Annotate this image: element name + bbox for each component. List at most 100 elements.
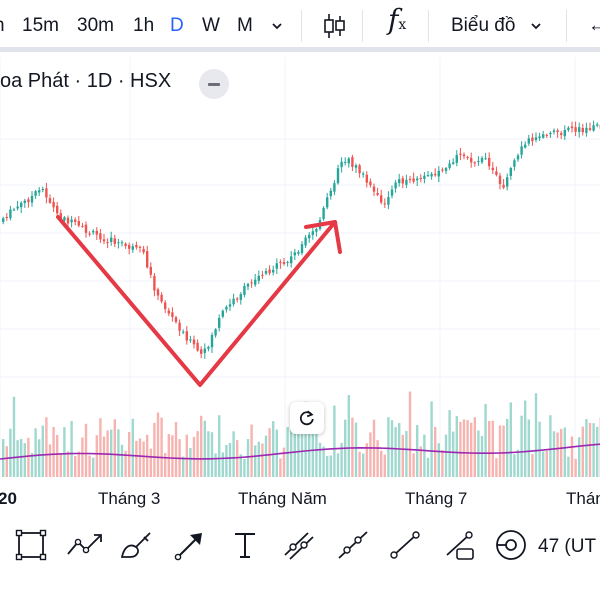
- volume-bar: [560, 428, 563, 477]
- interval-dropdown-chevron-icon[interactable]: [270, 16, 284, 40]
- volume-bar: [261, 443, 264, 477]
- volume-bar: [488, 421, 491, 477]
- info-line-tool-icon[interactable]: [440, 526, 478, 564]
- visibility-tool-icon[interactable]: [492, 526, 530, 564]
- path-tool-icon[interactable]: [66, 526, 104, 564]
- volume-bar: [416, 424, 419, 477]
- candle-body: [570, 126, 574, 129]
- trend-line-tool-icon[interactable]: [386, 526, 424, 564]
- brush-tool-icon[interactable]: [118, 526, 156, 564]
- candle-body: [250, 282, 253, 284]
- candle-body: [99, 233, 102, 240]
- timezone-label[interactable]: 47 (UT: [538, 536, 597, 557]
- candle-body: [153, 275, 156, 291]
- volume-bar: [581, 426, 584, 477]
- volume-bar: [27, 437, 30, 477]
- back-arrow-icon[interactable]: ←: [588, 15, 600, 36]
- candle-body: [2, 218, 5, 222]
- volume-bar: [95, 435, 98, 477]
- chevron-down-icon[interactable]: [529, 16, 543, 40]
- candle-body: [142, 248, 145, 253]
- volume-bar: [596, 426, 599, 477]
- x-axis-label: 20: [0, 489, 17, 508]
- candle-body: [254, 279, 257, 285]
- candle-body: [423, 175, 426, 179]
- candle-body: [585, 127, 588, 133]
- text-tool-icon[interactable]: [226, 526, 264, 564]
- candle-body: [347, 158, 350, 164]
- candle-body: [293, 252, 296, 256]
- arrow-tool-icon[interactable]: [172, 526, 210, 564]
- volume-bar: [171, 435, 174, 477]
- volume-bar: [189, 448, 192, 477]
- candle-body: [369, 181, 372, 186]
- volume-bar: [588, 422, 592, 477]
- volume-bar: [574, 458, 577, 477]
- candle-body: [232, 298, 235, 305]
- candle-body: [455, 154, 458, 163]
- interval-30m[interactable]: 30m: [77, 15, 114, 36]
- candle-body: [311, 231, 314, 235]
- candle-body: [268, 269, 271, 274]
- candle-body: [545, 134, 548, 136]
- volume-bar: [120, 444, 124, 477]
- volume-bar: [88, 455, 91, 477]
- candle-body: [408, 178, 412, 180]
- volume-bar: [246, 439, 250, 477]
- indicators-fx-icon[interactable]: fx: [388, 6, 406, 37]
- candle-body: [77, 221, 80, 226]
- volume-bar: [92, 457, 95, 477]
- candles-chart-type-icon[interactable]: [321, 12, 347, 47]
- volume-bar: [218, 415, 221, 477]
- bottom-strip: [0, 573, 600, 600]
- parallel-channel-tool-icon[interactable]: [280, 526, 318, 564]
- volume-ma-line: [0, 443, 600, 460]
- interval-week[interactable]: W: [202, 15, 220, 36]
- volume-bar: [502, 425, 505, 477]
- reset-chart-button[interactable]: [290, 402, 324, 434]
- volume-bar: [347, 395, 350, 477]
- candle-body: [16, 206, 19, 209]
- volume-bar: [207, 431, 210, 477]
- candle-body: [351, 157, 354, 167]
- candle-body: [70, 219, 73, 223]
- candle-body: [588, 128, 592, 130]
- interval-1h[interactable]: 1h: [133, 15, 155, 36]
- volume-bar: [552, 431, 556, 477]
- volume-bar: [138, 438, 142, 477]
- volume-bar: [365, 443, 368, 477]
- chart-pane[interactable]: [0, 57, 600, 512]
- candle-body: [189, 339, 192, 341]
- volume-bar: [243, 458, 246, 477]
- candle-body: [56, 205, 59, 214]
- volume-bar: [113, 419, 116, 477]
- candle-body: [329, 190, 332, 197]
- candle-body: [117, 242, 120, 244]
- volume-bar: [257, 441, 260, 477]
- ray-tool-icon[interactable]: [334, 526, 372, 564]
- volume-bar: [405, 430, 408, 477]
- candle-body: [383, 203, 386, 205]
- interval-day[interactable]: D: [170, 15, 184, 36]
- interval-month[interactable]: M: [237, 15, 253, 36]
- candle-body: [538, 136, 541, 139]
- candle-body: [257, 275, 260, 281]
- collapse-legend-button[interactable]: [199, 69, 229, 99]
- volume-bar: [41, 425, 44, 477]
- volume-bar: [272, 421, 275, 477]
- volume-bar: [470, 422, 473, 477]
- candle-body: [462, 154, 466, 157]
- volume-bar: [452, 431, 455, 477]
- volume-bar: [430, 401, 433, 477]
- x-axis-label: Tháng 7: [405, 489, 468, 508]
- candle-body: [560, 133, 563, 135]
- volume-bar: [297, 428, 300, 477]
- interval-hour[interactable]: h: [0, 14, 5, 38]
- volume-bar: [506, 418, 509, 477]
- rectangle-tool-icon[interactable]: [12, 526, 50, 564]
- chart-type-menu-button[interactable]: Biểu đồ: [451, 14, 515, 38]
- candle-body: [498, 175, 502, 185]
- volume-bar: [556, 432, 559, 477]
- volume-bar: [534, 393, 538, 477]
- interval-15m[interactable]: 15m: [22, 15, 59, 36]
